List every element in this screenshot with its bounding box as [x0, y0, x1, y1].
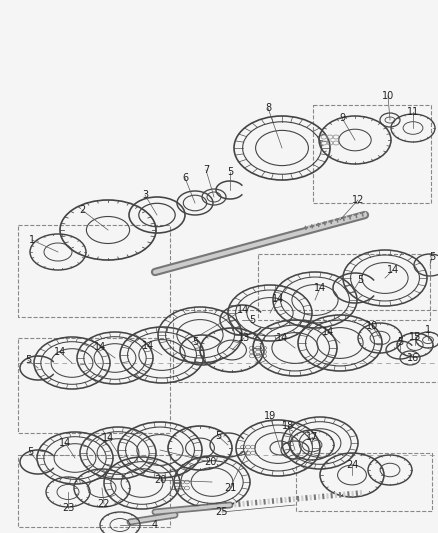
Text: 4: 4: [152, 520, 158, 530]
Text: 14: 14: [59, 438, 71, 448]
Bar: [18, 225, 170, 317]
Text: 10: 10: [381, 91, 393, 101]
Text: 14: 14: [321, 327, 333, 337]
Bar: [18, 338, 170, 433]
Text: 14: 14: [275, 333, 287, 343]
Text: 12: 12: [351, 195, 364, 205]
Text: 5: 5: [428, 252, 434, 262]
Text: 5: 5: [356, 275, 362, 285]
Text: 8: 8: [265, 103, 270, 113]
Text: 5: 5: [248, 315, 254, 325]
Text: 5: 5: [226, 167, 233, 177]
Bar: [18, 455, 170, 527]
Text: 9: 9: [338, 113, 344, 123]
Text: 14: 14: [102, 433, 114, 443]
Text: 14: 14: [313, 283, 325, 293]
Text: 2: 2: [79, 205, 85, 215]
Text: 14: 14: [54, 347, 66, 357]
Text: 10: 10: [365, 321, 377, 331]
Text: 16: 16: [406, 353, 418, 363]
Text: 19: 19: [263, 411, 276, 421]
Text: 5: 5: [214, 431, 221, 441]
Text: 5: 5: [25, 355, 31, 365]
Text: 5: 5: [396, 337, 402, 347]
Text: 20: 20: [203, 457, 215, 467]
Bar: [312, 105, 430, 203]
Text: 14: 14: [94, 342, 106, 352]
Text: 24: 24: [345, 460, 357, 470]
Text: 14: 14: [237, 305, 248, 315]
Bar: [258, 254, 429, 320]
Text: 22: 22: [98, 499, 110, 509]
Text: 1: 1: [424, 325, 430, 335]
Text: 20: 20: [153, 475, 166, 485]
Text: 5: 5: [27, 447, 33, 457]
Text: 23: 23: [62, 503, 74, 513]
Text: 1: 1: [29, 235, 35, 245]
Text: 21: 21: [223, 483, 236, 493]
Text: 7: 7: [202, 165, 208, 175]
Text: 3: 3: [141, 190, 148, 200]
Text: 17: 17: [305, 432, 318, 442]
Text: 15: 15: [408, 332, 420, 342]
Text: 11: 11: [406, 107, 418, 117]
Text: 14: 14: [386, 265, 398, 275]
Text: 5: 5: [191, 337, 198, 347]
Text: 18: 18: [281, 421, 293, 431]
Bar: [173, 310, 438, 382]
Text: 6: 6: [181, 173, 187, 183]
Text: 14: 14: [271, 294, 283, 304]
Bar: [295, 453, 431, 511]
Text: 13: 13: [237, 333, 250, 343]
Text: 25: 25: [215, 507, 228, 517]
Text: 14: 14: [141, 341, 154, 351]
